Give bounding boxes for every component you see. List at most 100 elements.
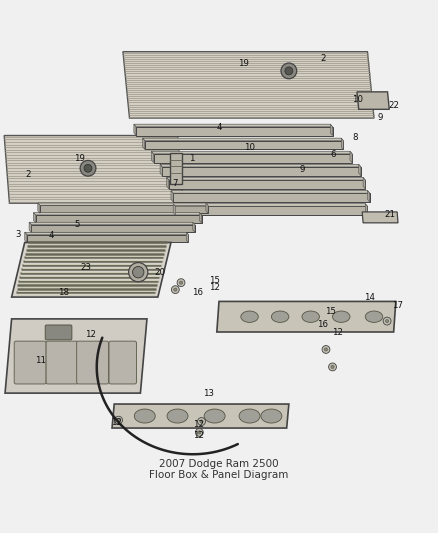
Polygon shape [199, 213, 201, 223]
Polygon shape [151, 151, 352, 154]
Polygon shape [143, 138, 343, 141]
Text: 9: 9 [299, 165, 305, 174]
Text: 17: 17 [392, 301, 403, 310]
Polygon shape [362, 212, 398, 223]
Polygon shape [134, 124, 332, 127]
Polygon shape [367, 190, 370, 202]
Polygon shape [151, 151, 153, 163]
Polygon shape [4, 135, 183, 203]
Polygon shape [363, 177, 365, 189]
Text: 6: 6 [331, 150, 336, 159]
Polygon shape [170, 153, 182, 183]
Circle shape [198, 431, 201, 434]
Polygon shape [27, 235, 188, 243]
Polygon shape [330, 124, 332, 135]
FancyBboxPatch shape [46, 341, 78, 384]
Text: 19: 19 [74, 154, 85, 163]
FancyBboxPatch shape [77, 341, 109, 384]
Text: 9: 9 [378, 112, 383, 122]
Text: 4: 4 [216, 123, 222, 132]
Text: 12: 12 [193, 420, 204, 429]
Polygon shape [5, 319, 147, 393]
Text: 23: 23 [80, 263, 92, 272]
Circle shape [133, 266, 144, 278]
Text: 2: 2 [320, 54, 326, 63]
Polygon shape [12, 243, 171, 297]
Polygon shape [341, 138, 343, 149]
Text: 13: 13 [204, 389, 215, 398]
Text: 19: 19 [237, 59, 248, 68]
Polygon shape [134, 124, 136, 135]
Polygon shape [160, 164, 361, 167]
Polygon shape [186, 232, 188, 243]
Polygon shape [153, 154, 352, 163]
Polygon shape [29, 222, 195, 224]
Text: 16: 16 [318, 320, 328, 329]
Ellipse shape [134, 409, 155, 423]
Ellipse shape [261, 409, 282, 423]
Polygon shape [162, 167, 361, 176]
Polygon shape [350, 151, 352, 163]
Ellipse shape [167, 409, 188, 423]
Polygon shape [136, 127, 332, 135]
Circle shape [285, 67, 293, 75]
Text: 15: 15 [209, 276, 220, 285]
Circle shape [328, 363, 336, 371]
Text: 10: 10 [244, 143, 255, 152]
Ellipse shape [239, 409, 260, 423]
Text: 3: 3 [15, 230, 21, 239]
Text: 20: 20 [155, 268, 166, 277]
Text: 2: 2 [25, 171, 31, 179]
Polygon shape [35, 215, 201, 223]
Text: 14: 14 [364, 294, 375, 302]
Text: 4: 4 [48, 231, 53, 239]
Text: 12: 12 [111, 418, 122, 427]
FancyBboxPatch shape [45, 325, 72, 340]
Circle shape [177, 279, 185, 287]
Circle shape [331, 365, 334, 368]
Polygon shape [169, 180, 365, 189]
Circle shape [180, 281, 183, 284]
Text: 1: 1 [189, 154, 194, 163]
Polygon shape [173, 204, 175, 215]
Circle shape [80, 160, 96, 176]
Polygon shape [357, 92, 389, 109]
Circle shape [322, 345, 330, 353]
Circle shape [198, 417, 205, 425]
Circle shape [383, 317, 391, 325]
Text: 18: 18 [59, 288, 70, 297]
Circle shape [129, 263, 148, 282]
Polygon shape [173, 204, 367, 206]
Polygon shape [33, 213, 35, 223]
Circle shape [385, 319, 389, 322]
Polygon shape [365, 204, 367, 215]
Ellipse shape [204, 409, 225, 423]
Circle shape [171, 286, 179, 294]
Ellipse shape [365, 311, 383, 322]
Circle shape [281, 63, 297, 79]
Polygon shape [112, 404, 289, 428]
Ellipse shape [302, 311, 319, 322]
Circle shape [200, 420, 203, 423]
Polygon shape [171, 190, 173, 202]
Text: 2007 Dodge Ram 2500
Floor Box & Panel Diagram: 2007 Dodge Ram 2500 Floor Box & Panel Di… [149, 459, 289, 480]
Text: 8: 8 [353, 133, 358, 142]
Text: 12: 12 [85, 330, 95, 338]
Polygon shape [166, 177, 169, 189]
Text: 12: 12 [332, 328, 343, 337]
Text: 7: 7 [173, 179, 178, 188]
Polygon shape [38, 203, 208, 205]
Polygon shape [145, 141, 343, 149]
Polygon shape [33, 213, 201, 215]
Text: 10: 10 [352, 95, 364, 104]
Text: 12: 12 [193, 431, 204, 440]
Circle shape [195, 429, 203, 437]
Polygon shape [206, 203, 208, 213]
Polygon shape [25, 232, 188, 235]
Circle shape [84, 164, 92, 172]
Polygon shape [359, 164, 361, 176]
Text: 12: 12 [209, 284, 220, 293]
FancyBboxPatch shape [14, 341, 46, 384]
Polygon shape [29, 222, 31, 232]
Polygon shape [193, 222, 195, 232]
